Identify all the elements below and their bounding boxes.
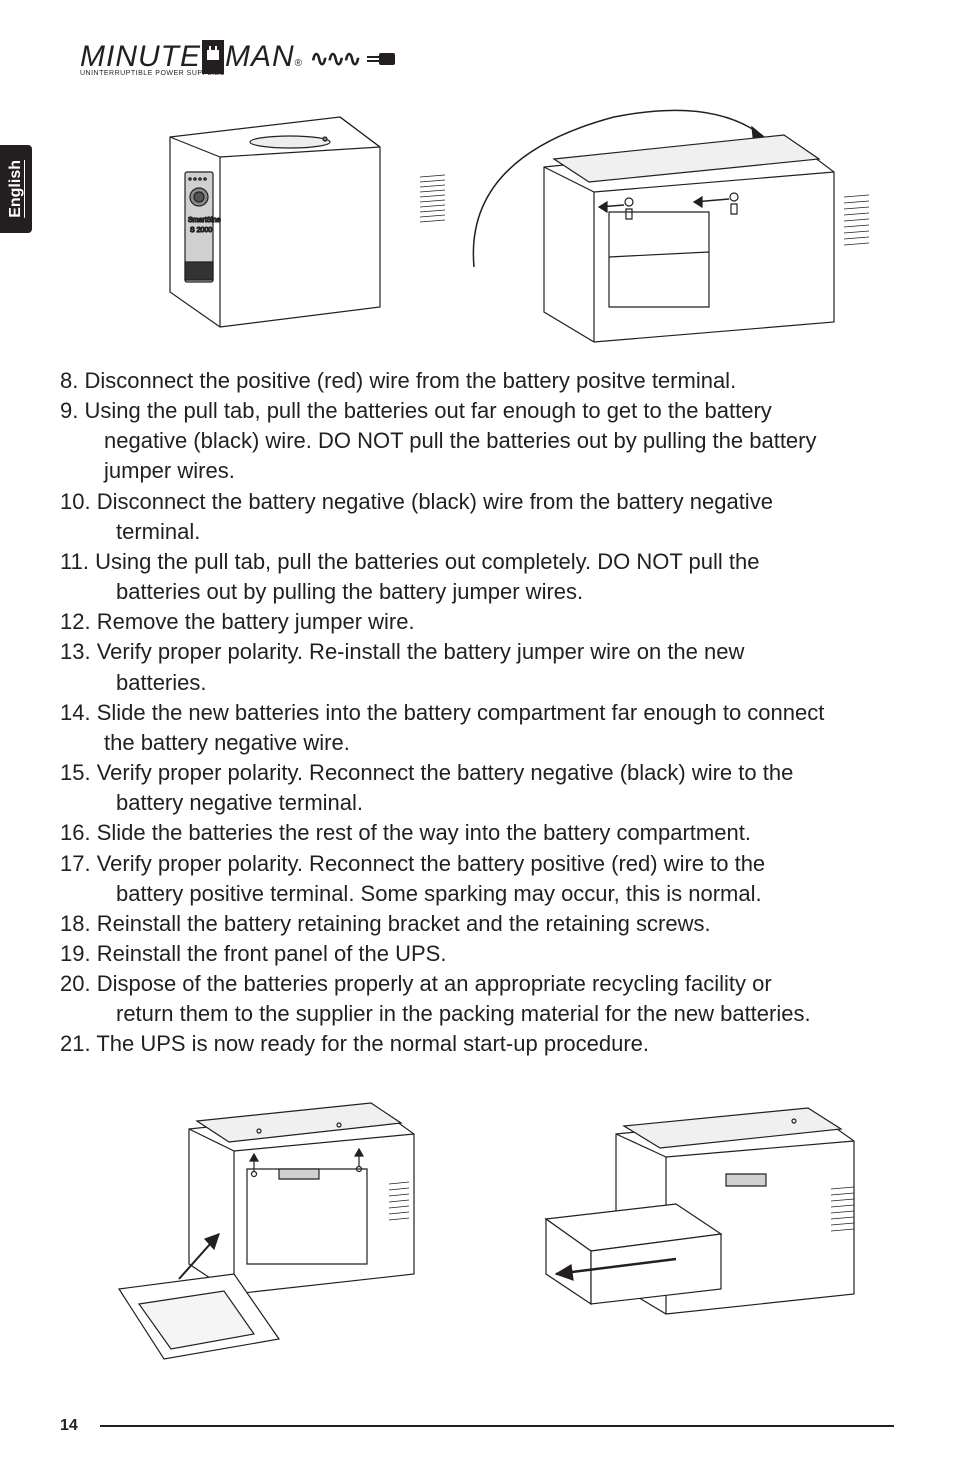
step-number: 16. [60,820,97,845]
step-text: Remove the battery jumper wire. [97,609,415,634]
ups-panel-open-illustration [79,1079,439,1369]
step-text: battery positive terminal. Some sparking… [116,881,762,906]
step-number: 18. [60,911,97,936]
instruction-line: 10. Disconnect the battery negative (bla… [60,488,894,516]
sine-wave-icon: ∿∿∿ [310,46,359,72]
step-number: 9. [60,398,84,423]
logo-reg: ® [295,58,302,69]
instruction-line: batteries. [60,669,894,697]
instruction-line: 9. Using the pull tab, pull the batterie… [60,397,894,425]
step-text: Using the pull tab, pull the batteries o… [95,549,759,574]
step-text: Dispose of the batteries properly at an … [97,971,772,996]
logo-text: MINUTE MAN ® [80,40,302,74]
plug-icon [367,51,397,67]
instruction-line: jumper wires. [60,457,894,485]
step-text: negative (black) wire. DO NOT pull the b… [104,428,817,453]
instruction-line: batteries out by pulling the battery jum… [60,578,894,606]
step-number: 20. [60,971,97,996]
step-number: 21. [60,1031,96,1056]
instruction-line: 21. The UPS is now ready for the normal … [60,1030,894,1058]
step-text: Slide the new batteries into the battery… [97,700,825,725]
step-text: Using the pull tab, pull the batteries o… [84,398,771,423]
instruction-line: 16. Slide the batteries the rest of the … [60,819,894,847]
language-tab-label: English [7,160,25,218]
page: MINUTE MAN ® UNINTERRUPTIBLE POWER SUPPL… [0,0,954,1475]
step-text: The UPS is now ready for the normal star… [96,1031,649,1056]
svg-text:SmartSine: SmartSine [188,217,221,224]
logo-brand-post: MAN [225,40,295,74]
step-text: jumper wires. [104,458,235,483]
step-number: 11. [60,549,95,574]
instruction-line: 15. Verify proper polarity. Reconnect th… [60,759,894,787]
step-text: Disconnect the battery negative (black) … [97,489,773,514]
step-text: Disconnect the positive (red) wire from … [84,368,736,393]
step-text: the battery negative wire. [104,730,350,755]
step-number: 13. [60,639,97,664]
instruction-line: 11. Using the pull tab, pull the batteri… [60,548,894,576]
instruction-line: battery positive terminal. Some sparking… [60,880,894,908]
instruction-line: 20. Dispose of the batteries properly at… [60,970,894,998]
step-text: battery negative terminal. [116,790,363,815]
ups-front-illustration: SmartSine S 2000 [100,97,450,337]
step-number: 10. [60,489,97,514]
step-text: Slide the batteries the rest of the way … [97,820,751,845]
instruction-line: 8. Disconnect the positive (red) wire fr… [60,367,894,395]
step-text: terminal. [116,519,200,544]
page-rule [100,1425,894,1427]
instruction-line: terminal. [60,518,894,546]
step-text: return them to the supplier in the packi… [116,1001,811,1026]
ups-battery-slide-illustration [476,1079,876,1359]
step-text: Verify proper polarity. Reconnect the ba… [97,760,794,785]
instruction-line: 17. Verify proper polarity. Reconnect th… [60,850,894,878]
step-number: 12. [60,609,97,634]
step-text: Reinstall the battery retaining bracket … [97,911,711,936]
instruction-line: negative (black) wire. DO NOT pull the b… [60,427,894,455]
instruction-line: return them to the supplier in the packi… [60,1000,894,1028]
instruction-line: the battery negative wire. [60,729,894,757]
bottom-images-row [60,1079,894,1369]
instruction-line: battery negative terminal. [60,789,894,817]
instruction-line: 14. Slide the new batteries into the bat… [60,699,894,727]
logo-brand-pre: MINUTE [80,40,201,74]
step-text: Verify proper polarity. Re-install the b… [97,639,745,664]
instruction-line: 13. Verify proper polarity. Re-install t… [60,638,894,666]
instruction-list: 8. Disconnect the positive (red) wire fr… [60,367,894,1059]
instruction-line: 19. Reinstall the front panel of the UPS… [60,940,894,968]
language-tab: English [0,145,32,233]
logo-brand-box [202,40,224,74]
step-number: 14. [60,700,97,725]
step-number: 15. [60,760,97,785]
step-number: 19. [60,941,97,966]
svg-text:S 2000: S 2000 [190,227,212,234]
logo-block: MINUTE MAN ® UNINTERRUPTIBLE POWER SUPPL… [80,40,302,77]
step-text: Verify proper polarity. Reconnect the ba… [97,851,765,876]
step-number: 17. [60,851,97,876]
plug-glyph-icon [204,44,222,66]
instruction-line: 18. Reinstall the battery retaining brac… [60,910,894,938]
logo-row: MINUTE MAN ® UNINTERRUPTIBLE POWER SUPPL… [80,40,894,77]
step-text: batteries. [116,670,207,695]
instruction-line: 12. Remove the battery jumper wire. [60,608,894,636]
step-number: 8. [60,368,84,393]
top-images-row: SmartSine S 2000 [100,97,874,347]
step-text: Reinstall the front panel of the UPS. [97,941,447,966]
ups-battery-pull-illustration [454,97,874,347]
step-text: batteries out by pulling the battery jum… [116,579,583,604]
page-number: 14 [60,1417,78,1435]
